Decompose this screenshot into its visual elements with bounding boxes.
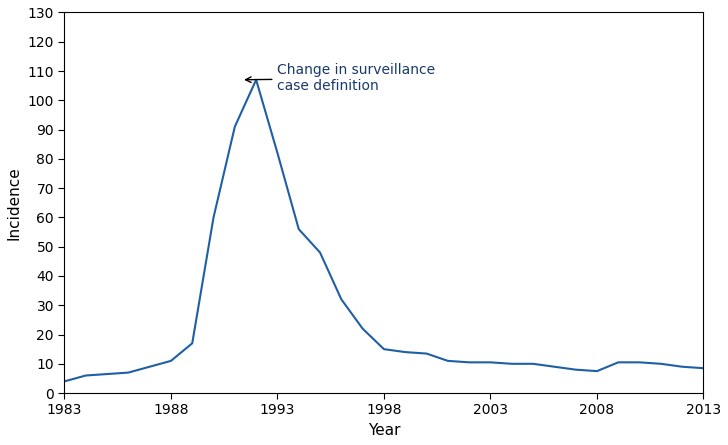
Text: Change in surveillance
case definition: Change in surveillance case definition	[245, 63, 435, 93]
Y-axis label: Incidence: Incidence	[7, 166, 22, 240]
X-axis label: Year: Year	[368, 423, 400, 438]
